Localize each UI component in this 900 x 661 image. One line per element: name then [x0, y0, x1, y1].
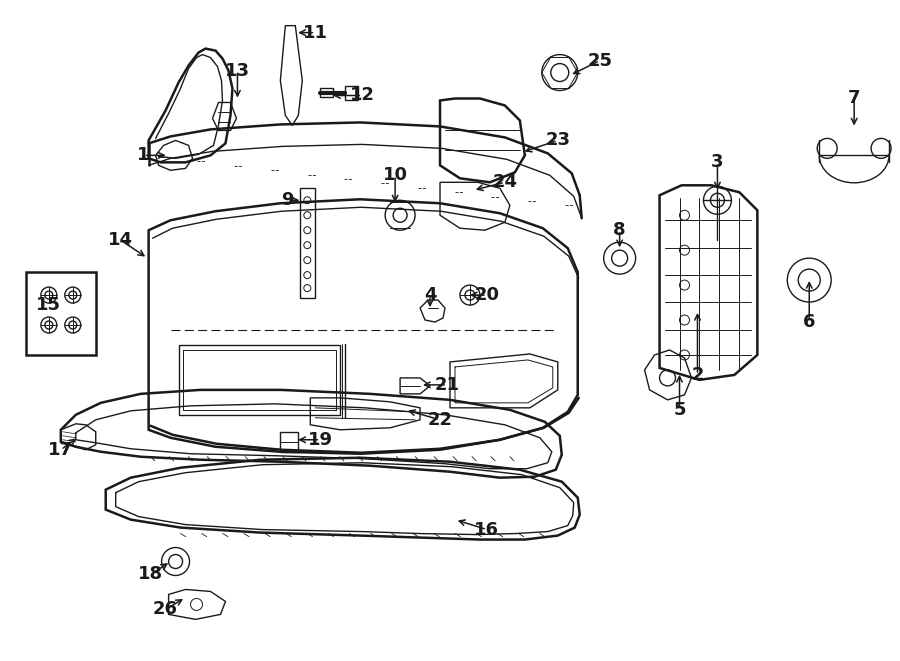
Text: 8: 8 — [613, 221, 626, 239]
Text: 17: 17 — [49, 441, 73, 459]
Text: 25: 25 — [587, 52, 612, 69]
Text: 20: 20 — [474, 286, 500, 304]
Text: 22: 22 — [428, 411, 453, 429]
Text: 11: 11 — [302, 24, 328, 42]
Text: 23: 23 — [545, 132, 571, 149]
Text: 19: 19 — [308, 431, 333, 449]
Text: 10: 10 — [382, 167, 408, 184]
Text: 2: 2 — [691, 366, 704, 384]
Text: 13: 13 — [225, 61, 250, 79]
Text: 1: 1 — [138, 146, 150, 165]
Text: 14: 14 — [108, 231, 133, 249]
Text: 4: 4 — [424, 286, 436, 304]
Text: 21: 21 — [435, 376, 460, 394]
Text: 15: 15 — [36, 296, 61, 314]
Text: 3: 3 — [711, 153, 724, 171]
Text: 24: 24 — [492, 173, 517, 191]
Text: 6: 6 — [803, 313, 815, 331]
Text: 7: 7 — [848, 89, 860, 108]
Text: 16: 16 — [474, 521, 500, 539]
Text: 26: 26 — [153, 600, 178, 619]
Text: 18: 18 — [138, 566, 163, 584]
Text: 9: 9 — [281, 191, 293, 210]
Text: 5: 5 — [673, 401, 686, 419]
Text: 12: 12 — [350, 87, 374, 104]
